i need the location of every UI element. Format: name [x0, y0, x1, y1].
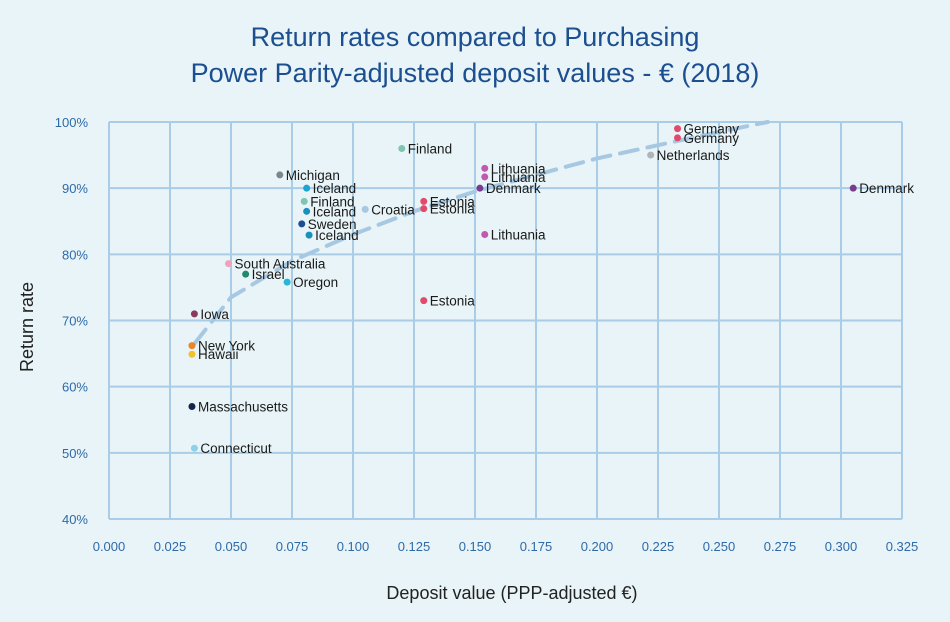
data-point-label: Germany — [684, 131, 740, 146]
y-tick-label: 40% — [62, 512, 88, 527]
y-tick-label: 100% — [55, 115, 89, 130]
data-point — [225, 260, 233, 268]
data-point — [647, 151, 655, 159]
data-point — [303, 207, 311, 215]
data-point — [190, 444, 198, 452]
data-point — [303, 184, 311, 192]
x-tick-label: 0.125 — [398, 539, 431, 554]
data-point — [481, 173, 489, 181]
y-tick-label: 80% — [62, 247, 88, 262]
data-point — [300, 197, 308, 205]
x-tick-label: 0.175 — [520, 539, 553, 554]
data-point-label: Hawaii — [198, 347, 239, 362]
y-tick-label: 70% — [62, 314, 88, 329]
x-tick-label: 0.075 — [276, 539, 309, 554]
x-tick-label: 0.275 — [764, 539, 797, 554]
data-point — [481, 164, 489, 172]
data-point-label: Estonia — [430, 194, 476, 209]
data-point-label: Finland — [408, 141, 452, 156]
y-axis-title: Return rate — [17, 282, 37, 372]
data-point-label: Lithuania — [491, 170, 546, 185]
data-point — [476, 184, 484, 192]
grid — [108, 121, 903, 520]
x-tick-label: 0.325 — [886, 539, 919, 554]
data-point-label: Netherlands — [657, 148, 730, 163]
data-point-label: Oregon — [293, 275, 338, 290]
data-point — [361, 205, 369, 213]
data-point-label: Sweden — [308, 217, 357, 232]
x-tick-label: 0.300 — [825, 539, 858, 554]
x-tick-label: 0.050 — [215, 539, 248, 554]
data-point — [188, 342, 196, 350]
data-point-label: Iceland — [313, 204, 357, 219]
data-point-label: Denmark — [859, 181, 914, 196]
data-point-label: Estonia — [430, 202, 476, 217]
chart-title-line-2: Power Parity-adjusted deposit values - €… — [190, 58, 760, 88]
x-axis-title: Deposit value (PPP-adjusted €) — [386, 583, 637, 603]
data-point-label: Finland — [310, 194, 354, 209]
data-point — [190, 310, 198, 318]
data-point-label: Iowa — [200, 307, 229, 322]
chart-title-line-1: Return rates compared to Purchasing — [250, 22, 700, 52]
data-point-label: Michigan — [286, 168, 340, 183]
data-point-label: Denmark — [486, 181, 541, 196]
data-point — [420, 205, 428, 213]
data-point — [398, 144, 406, 152]
data-point — [283, 278, 291, 286]
x-tick-label: 0.025 — [154, 539, 187, 554]
data-point-label: New York — [198, 339, 255, 354]
data-point — [420, 197, 428, 205]
data-point — [276, 171, 284, 179]
x-axis-ticks: 0.000 0.025 0.050 0.075 0.100 0.125 0.150 0.175… — [93, 539, 919, 554]
data-point-label: Connecticut — [200, 441, 272, 456]
data-point — [188, 403, 196, 411]
data-point — [305, 231, 313, 239]
x-tick-label: 0.225 — [642, 539, 675, 554]
data-point-label: South Australia — [235, 257, 326, 272]
y-tick-label: 50% — [62, 446, 88, 461]
x-tick-label: 0.250 — [703, 539, 736, 554]
y-tick-label: 90% — [62, 181, 88, 196]
data-point — [674, 134, 682, 142]
data-point-label: Lithuania — [491, 161, 546, 176]
data-point — [481, 230, 489, 238]
data-point-label: Israel — [252, 267, 285, 282]
data-point-label: Iceland — [315, 228, 359, 243]
x-tick-label: 0.000 — [93, 539, 126, 554]
y-axis-ticks: 40% 50% 60% 70% 80% 90% 100% — [55, 115, 89, 527]
data-point — [849, 184, 857, 192]
data-point — [420, 297, 428, 305]
data-point — [188, 350, 196, 358]
data-point-label: Germany — [684, 122, 740, 137]
data-point-label: Iceland — [313, 181, 357, 196]
x-tick-label: 0.100 — [337, 539, 370, 554]
data-point-label: Croatia — [371, 202, 415, 217]
data-points — [188, 125, 857, 452]
data-point — [242, 270, 250, 278]
x-tick-label: 0.150 — [459, 539, 492, 554]
data-point — [298, 220, 306, 228]
data-point-label: Estonia — [430, 294, 476, 309]
data-point-label: Massachusetts — [198, 400, 288, 415]
x-tick-label: 0.200 — [581, 539, 614, 554]
y-tick-label: 60% — [62, 380, 88, 395]
data-point-label: Lithuania — [491, 227, 546, 242]
data-point — [674, 125, 682, 133]
